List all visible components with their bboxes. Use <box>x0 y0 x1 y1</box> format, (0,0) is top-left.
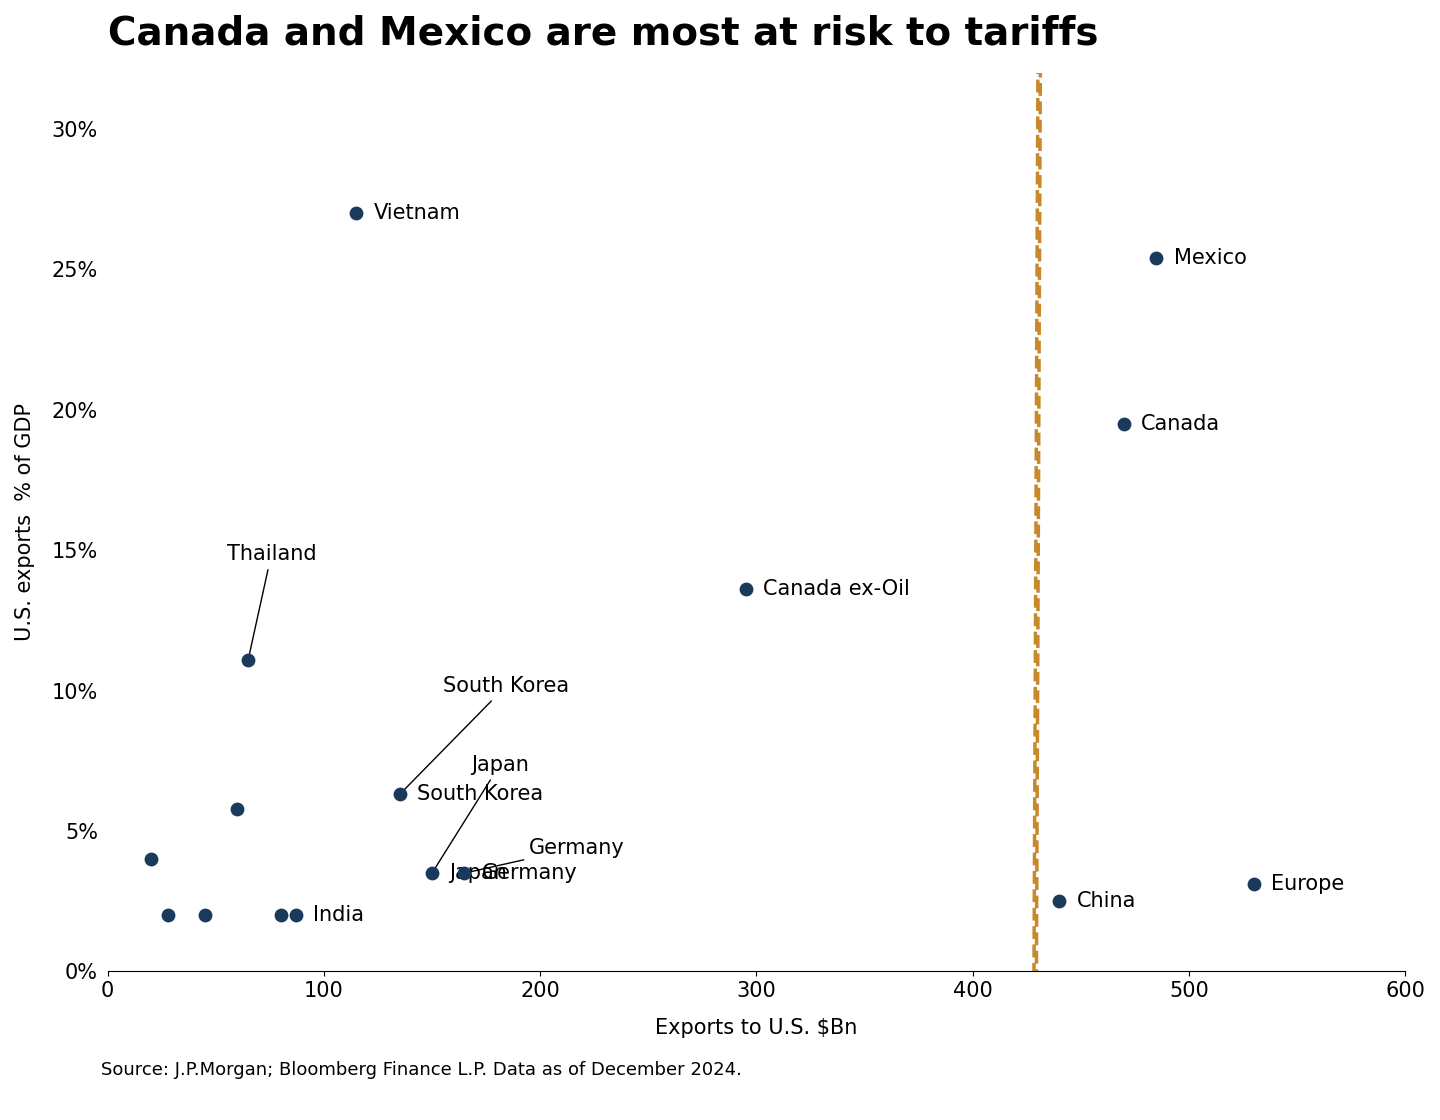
Point <box>236 651 259 669</box>
Point <box>387 785 410 803</box>
Point <box>226 800 249 818</box>
Text: Japan: Japan <box>449 864 507 884</box>
Point <box>269 906 292 924</box>
Text: India: India <box>312 905 364 925</box>
Text: Japan: Japan <box>433 755 528 870</box>
Point <box>284 906 307 924</box>
Text: China: China <box>1076 892 1136 912</box>
Text: Source: J.P.Morgan; Bloomberg Finance L.P. Data as of December 2024.: Source: J.P.Morgan; Bloomberg Finance L.… <box>101 1062 742 1080</box>
Text: Canada and Mexico are most at risk to tariffs: Canada and Mexico are most at risk to ta… <box>108 15 1099 53</box>
Text: South Korea: South Korea <box>402 676 569 793</box>
Point <box>140 850 163 868</box>
Text: Germany: Germany <box>467 838 625 872</box>
Text: Germany: Germany <box>482 864 577 884</box>
Point <box>1145 249 1168 267</box>
Point <box>157 906 180 924</box>
Point <box>1047 893 1070 911</box>
Point <box>734 580 757 598</box>
Text: Vietnam: Vietnam <box>373 203 461 223</box>
Point <box>1243 876 1266 894</box>
Point <box>193 906 216 924</box>
Text: Canada: Canada <box>1142 413 1220 433</box>
Point <box>344 204 367 222</box>
Text: Canada ex-Oil: Canada ex-Oil <box>763 579 910 599</box>
Point <box>1113 414 1136 432</box>
Text: Europe: Europe <box>1272 875 1345 895</box>
Point <box>454 865 477 883</box>
Y-axis label: U.S. exports  % of GDP: U.S. exports % of GDP <box>14 403 35 641</box>
Text: South Korea: South Korea <box>416 784 543 804</box>
Text: Thailand: Thailand <box>226 544 317 657</box>
Text: Mexico: Mexico <box>1174 249 1247 268</box>
X-axis label: Exports to U.S. $Bn: Exports to U.S. $Bn <box>655 1018 858 1038</box>
Point <box>420 865 444 883</box>
